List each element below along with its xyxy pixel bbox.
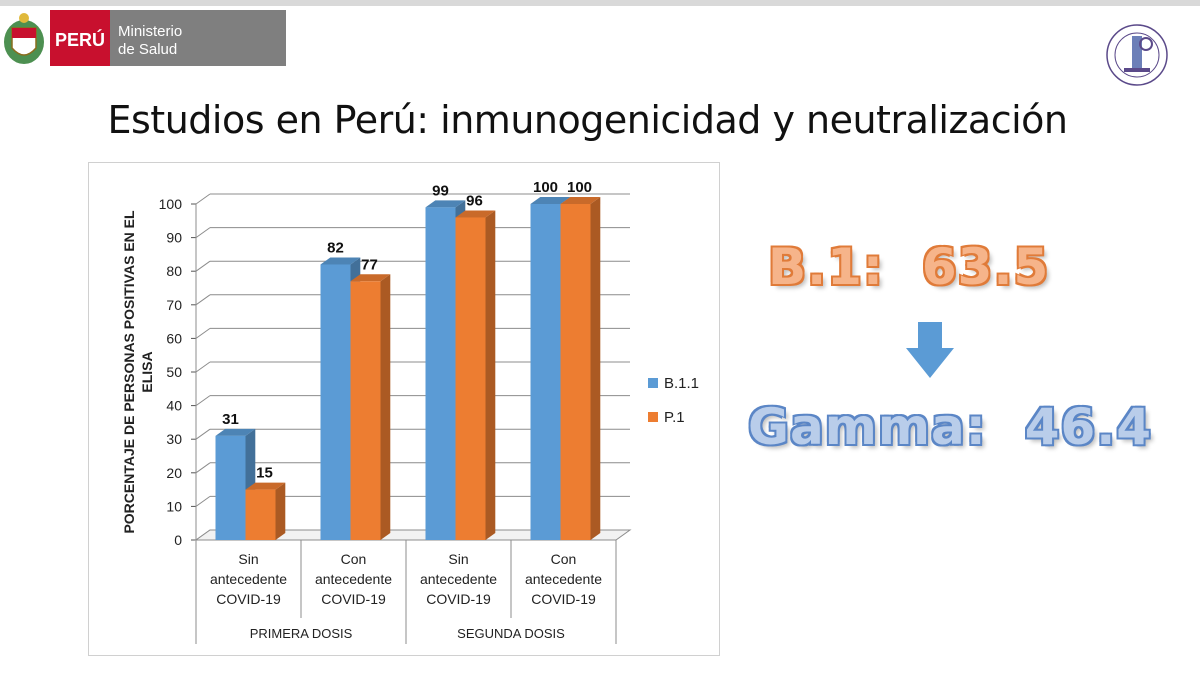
legend-label: P.1 — [664, 409, 685, 426]
y-tick-label: 0 — [174, 532, 182, 548]
down-arrow-icon — [906, 322, 954, 378]
category-label: antecedente — [315, 571, 392, 587]
country-label: PERÚ — [55, 29, 105, 50]
bar-side — [485, 210, 496, 540]
y-tick-label: 10 — [166, 498, 182, 514]
bar-top — [215, 428, 256, 436]
group-label: PRIMERA DOSIS — [250, 626, 353, 641]
bar-side — [590, 197, 601, 540]
gridline-depth — [195, 462, 211, 474]
gridline-depth — [195, 495, 211, 507]
data-label: 100 — [533, 179, 558, 196]
bar-p1-0 — [245, 489, 276, 540]
slide-title: Estudios en Perú: inmunogenicidad y neut… — [107, 98, 1069, 142]
gridline-depth — [195, 294, 211, 306]
gamma-stat: Gamma: 46.4 — [748, 398, 1152, 456]
bar-top — [320, 257, 361, 265]
bar-side — [275, 482, 286, 540]
data-label: 100 — [567, 179, 592, 196]
ministry-logo: PERÚ Ministerio de Salud — [0, 8, 286, 68]
data-label: 96 — [466, 192, 483, 209]
y-tick-label: 70 — [166, 297, 182, 313]
ministry-label-line2: de Salud — [118, 41, 177, 58]
gridline-depth — [195, 227, 211, 239]
bar-b11-3 — [530, 204, 561, 540]
bar-top — [530, 197, 571, 204]
data-label: 77 — [361, 256, 378, 273]
gamma-value: 46.4 — [1024, 398, 1153, 456]
legend-swatch — [648, 412, 658, 422]
ministry-label-line1: Ministerio — [118, 23, 182, 40]
bar-b11-0 — [215, 435, 246, 540]
category-label: antecedente — [210, 571, 287, 587]
gridline-depth — [195, 327, 211, 339]
data-label: 99 — [432, 182, 449, 199]
gridline-depth — [195, 193, 211, 205]
gamma-label: Gamma: — [748, 398, 987, 456]
y-tick-label: 40 — [166, 398, 182, 414]
top-border — [0, 0, 1200, 6]
y-axis-label: PORCENTAJE DE PERSONAS POSITIVAS EN EL EL… — [121, 210, 155, 534]
gridline-depth — [195, 260, 211, 272]
category-label: COVID-19 — [531, 591, 596, 607]
bar-top — [425, 200, 466, 208]
data-label: 15 — [256, 465, 273, 482]
category-label: Con — [341, 551, 367, 567]
coat-of-arms-icon — [4, 13, 44, 64]
category-label: COVID-19 — [321, 591, 386, 607]
category-label: Con — [551, 551, 577, 567]
category-label: Sin — [448, 551, 468, 567]
gridline-depth — [195, 361, 211, 373]
bar-p1-2 — [455, 217, 486, 540]
category-label: antecedente — [420, 571, 497, 587]
category-label: COVID-19 — [216, 591, 281, 607]
y-tick-label: 60 — [166, 330, 182, 346]
b1-label: B.1: — [768, 238, 884, 296]
y-tick-label: 30 — [166, 431, 182, 447]
data-label: 82 — [327, 239, 344, 256]
bar-top — [560, 197, 601, 204]
category-label: Sin — [238, 551, 258, 567]
data-label: 31 — [222, 411, 239, 428]
legend-label: B.1.1 — [664, 375, 699, 392]
y-tick-label: 80 — [166, 263, 182, 279]
bar-top — [455, 210, 496, 218]
bar-b11-1 — [320, 264, 351, 540]
bar-p1-3 — [560, 204, 591, 540]
bar-side — [380, 274, 391, 540]
bar-b11-2 — [425, 207, 456, 541]
y-tick-label: 100 — [159, 196, 183, 212]
b1-stat: B.1: 63.5 — [768, 238, 1049, 296]
category-label: antecedente — [525, 571, 602, 587]
y-tick-label: 20 — [166, 465, 182, 481]
gridline-depth — [195, 395, 211, 407]
gridline-depth — [195, 428, 211, 440]
y-tick-label: 90 — [166, 230, 182, 246]
b1-value: 63.5 — [921, 238, 1050, 296]
bar-top — [245, 482, 286, 490]
legend-swatch — [648, 378, 658, 388]
bar-top — [350, 274, 391, 282]
y-tick-label: 50 — [166, 364, 182, 380]
institution-seal-icon — [1106, 24, 1168, 86]
bar-p1-1 — [350, 281, 381, 540]
group-label: SEGUNDA DOSIS — [457, 626, 565, 641]
category-label: COVID-19 — [426, 591, 491, 607]
